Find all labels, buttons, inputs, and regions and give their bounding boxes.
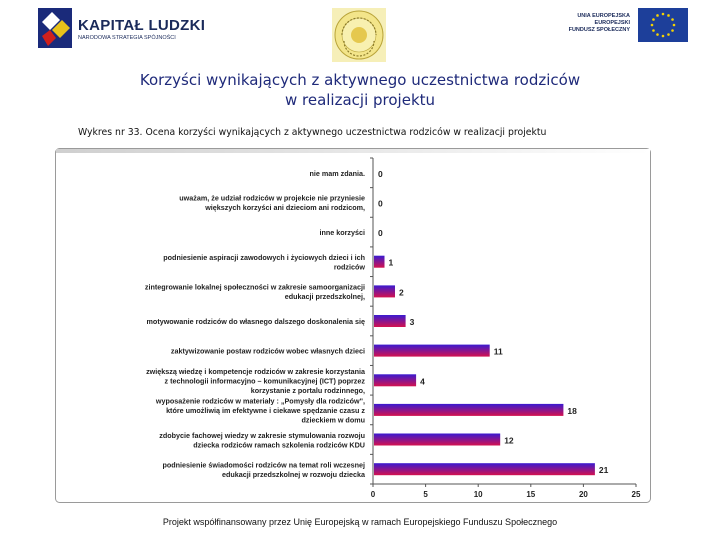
- eu-star-icon: [672, 23, 676, 27]
- bar: [374, 255, 385, 268]
- eu-star-icon: [671, 29, 674, 32]
- x-tick-label: 5: [423, 490, 428, 499]
- category-label: uważam, że udział rodziców w projekcie n…: [179, 194, 365, 213]
- bar-value-label: 4: [420, 376, 425, 386]
- eu-logo-line-2: EUROPEJSKI: [594, 20, 630, 26]
- bar-value-label: 0: [378, 199, 383, 209]
- bar-value-label: 3: [410, 317, 415, 327]
- category-label: zintegrowanie lokalnej społeczności w za…: [145, 283, 365, 302]
- bar: [374, 403, 564, 416]
- category-label-line: edukacji przedszkolnej,: [285, 292, 365, 301]
- category-label: motywowanie rodziców do własnego dalszeg…: [147, 317, 365, 326]
- page-title-line-1: Korzyści wynikających z aktywnego uczest…: [139, 71, 581, 89]
- page-title: Korzyści wynikających z aktywnego uczest…: [40, 70, 680, 110]
- project-seal-logo: [332, 8, 386, 62]
- eu-star-icon: [667, 33, 670, 36]
- eu-star-icon: [652, 29, 655, 32]
- eu-star-icon: [667, 14, 670, 17]
- category-label-line: podniesienie świadomości rodziców na tem…: [163, 460, 366, 469]
- bar-value-label: 12: [504, 436, 514, 446]
- footer-note: Projekt współfinansowany przez Unię Euro…: [162, 517, 558, 527]
- bar-value-label: 11: [494, 347, 503, 357]
- bar-value-label: 0: [378, 228, 383, 238]
- kapital-ludzki-logo: KAPITAŁ LUDZKI NARODOWA STRATEGIA SPÓJNO…: [38, 8, 205, 52]
- category-label-line: inne korzyści: [319, 228, 365, 237]
- category-label-line: zwiększą wiedzę i kompetencje rodziców w…: [146, 367, 366, 376]
- category-label-line: które umożliwią im efektywne i ciekawe s…: [166, 406, 365, 415]
- kapital-ludzki-subtitle: NARODOWA STRATEGIA SPÓJNOŚCI: [78, 35, 176, 41]
- x-tick-label: 0: [371, 490, 376, 499]
- eu-logo-line-3: FUNDUSZ SPOŁECZNY: [568, 27, 630, 33]
- eu-star-icon: [656, 33, 659, 36]
- x-tick-label: 20: [579, 490, 588, 499]
- category-label-line: dziecka rodziców ramach szkolenia rodzic…: [193, 440, 365, 449]
- bar-value-label: 21: [599, 465, 609, 475]
- category-label-line: podniesienie aspiracji zawodowych i życi…: [163, 253, 365, 262]
- category-label-line: uważam, że udział rodziców w projekcie n…: [179, 194, 365, 203]
- eu-logo: UNIA EUROPEJSKA EUROPEJSKI FUNDUSZ SPOŁE…: [568, 8, 688, 44]
- category-label-line: edukacji przedszkolnej w rozwoju dziecka: [222, 470, 366, 479]
- eu-star-icon: [661, 12, 665, 16]
- category-label-line: zintegrowanie lokalnej społeczności w za…: [145, 283, 365, 292]
- eu-star-icon: [650, 23, 654, 27]
- bar: [374, 433, 501, 446]
- category-label-line: z technologii informacyjno – komunikacyj…: [165, 376, 366, 385]
- category-label: nie mam zdania.: [309, 169, 365, 178]
- bar: [374, 344, 490, 357]
- category-label-line: większych korzyści ani dzieciom ani rodz…: [204, 203, 365, 212]
- category-label: zaktywizowanie postaw rodziców wobec wła…: [171, 347, 365, 356]
- kapital-ludzki-mark-icon: [38, 8, 72, 48]
- eu-star-icon: [652, 18, 655, 21]
- category-label-line: rodziców: [334, 263, 366, 272]
- bar-value-label: 18: [567, 406, 577, 416]
- category-label-line: wyposażenie rodziców w materiały : „Pomy…: [155, 396, 365, 405]
- category-label: zdobycie fachowej wiedzy w zakresie stym…: [159, 431, 365, 450]
- eu-star-icon: [661, 34, 665, 38]
- bar-value-label: 1: [389, 258, 394, 268]
- bar: [374, 374, 417, 387]
- bar-value-label: 2: [399, 287, 404, 297]
- category-label-line: zaktywizowanie postaw rodziców wobec wła…: [171, 347, 365, 356]
- eu-logo-line-1: UNIA EUROPEJSKA: [577, 13, 630, 19]
- category-label: zwiększą wiedzę i kompetencje rodziców w…: [146, 367, 366, 395]
- page-title-line-2: w realizacji projektu: [284, 91, 436, 109]
- bar: [374, 285, 395, 298]
- x-tick-label: 25: [632, 490, 641, 499]
- eu-star-icon: [656, 14, 659, 17]
- category-label-line: korzystanie z portalu rodzinnego,: [251, 386, 365, 395]
- bar-value-label: 0: [378, 169, 383, 179]
- chart-frame-top-shadow: [56, 149, 650, 153]
- category-label-line: nie mam zdania.: [309, 169, 365, 178]
- category-label: podniesienie aspiracji zawodowych i życi…: [163, 253, 365, 272]
- category-label-line: motywowanie rodziców do własnego dalszeg…: [147, 317, 365, 326]
- bar: [374, 315, 406, 327]
- category-label-line: zdobycie fachowej wiedzy w zakresie stym…: [159, 431, 365, 440]
- category-label: podniesienie świadomości rodziców na tem…: [163, 460, 366, 479]
- eu-flag-icon: [638, 8, 688, 42]
- category-label: wyposażenie rodziców w materiały : „Pomy…: [155, 396, 366, 424]
- x-tick-label: 10: [474, 490, 483, 499]
- bar: [374, 463, 595, 476]
- category-label: inne korzyści: [319, 228, 365, 237]
- category-label-line: dzieckiem w domu: [301, 415, 365, 424]
- figure-caption: Wykres nr 33. Ocena korzyści wynikającyc…: [78, 127, 547, 138]
- kapital-ludzki-title: KAPITAŁ LUDZKI: [78, 17, 206, 34]
- x-tick-label: 15: [526, 490, 535, 499]
- eu-star-icon: [671, 18, 674, 21]
